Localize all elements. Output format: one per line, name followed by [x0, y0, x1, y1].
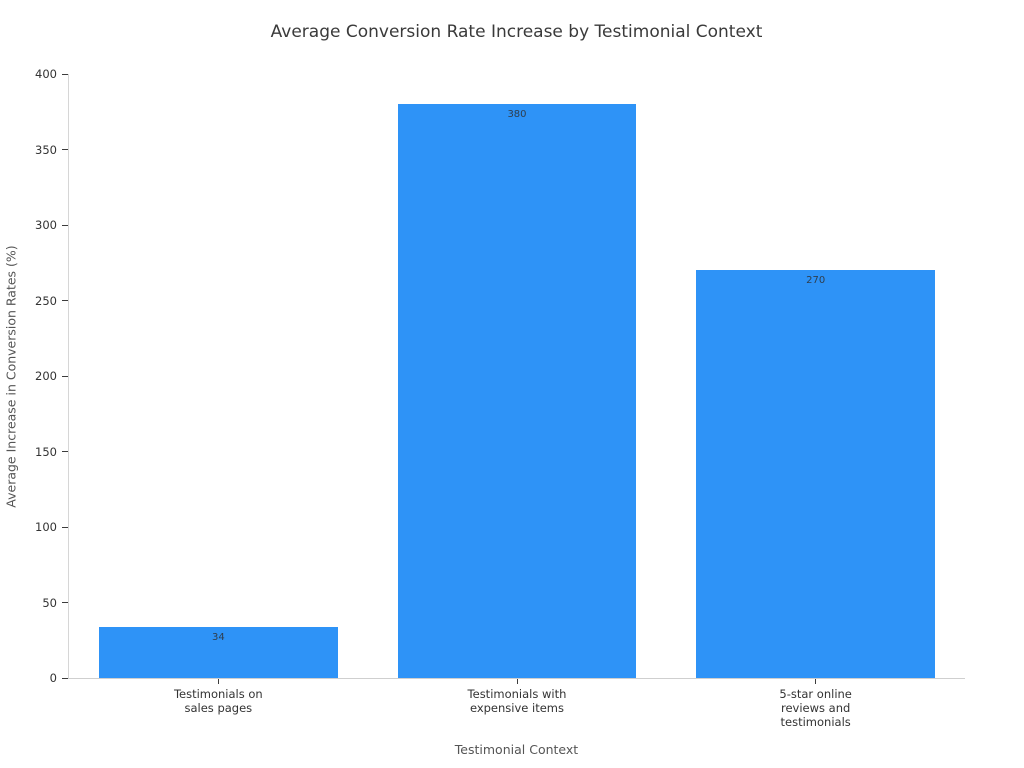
y-tick-mark [62, 73, 68, 75]
x-tick-mark [516, 679, 518, 684]
x-axis-label: Testimonial Context [454, 742, 579, 757]
x-tick-label: Testimonials with expensive items [467, 687, 567, 715]
y-tick-mark [62, 602, 68, 603]
bar-value-label: 270 [806, 275, 826, 287]
bar: 380 [397, 104, 637, 678]
bar: 34 [98, 626, 338, 678]
y-tick-label: 100 [35, 520, 57, 534]
y-tick-label: 50 [42, 595, 57, 610]
y-tick-mark [62, 526, 68, 528]
bar-value-label: 380 [507, 109, 527, 121]
y-tick-label: 0 [49, 671, 57, 685]
x-tick-label: 5-star online reviews and testimonials [779, 687, 852, 729]
y-tick-label: 150 [35, 444, 57, 459]
bar-value-label: 34 [211, 631, 225, 643]
y-tick-label: 200 [35, 369, 57, 383]
y-tick-mark [62, 677, 68, 679]
x-tick-label: Testimonials on sales pages [173, 687, 263, 715]
y-tick-label: 350 [35, 142, 57, 157]
y-tick-mark [62, 224, 68, 226]
y-tick-label: 400 [35, 67, 57, 81]
y-tick-mark [62, 300, 68, 301]
y-tick-mark [62, 451, 68, 452]
x-tick-mark [815, 679, 817, 684]
plot-area: 0 50 100 150 200 250 300 350 400 34 Testimonials o… [35, 67, 965, 729]
chart-title: Average Conversion Rate Increase by Test… [270, 22, 763, 42]
y-tick-label: 250 [35, 293, 57, 308]
x-tick-mark [217, 679, 219, 684]
bar: 270 [696, 270, 936, 678]
y-tick-mark [62, 149, 68, 150]
y-tick-label: 300 [35, 218, 57, 232]
y-tick-mark [62, 375, 68, 377]
